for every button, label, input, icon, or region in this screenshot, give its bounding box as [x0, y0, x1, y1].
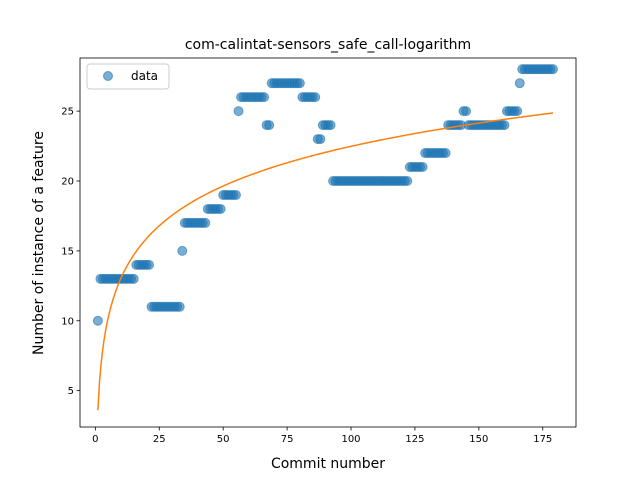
y-tick-label: 25 — [61, 107, 74, 118]
x-tick-label: 0 — [92, 434, 98, 445]
y-tick-label: 10 — [61, 316, 74, 327]
x-tick-label: 150 — [469, 434, 488, 445]
y-tick-label: 5 — [68, 386, 74, 397]
data-point — [402, 176, 413, 186]
data-point — [264, 120, 275, 131]
data-point — [177, 245, 188, 256]
data-point — [310, 92, 321, 103]
legend-marker-data — [103, 71, 113, 81]
plot-frame — [79, 57, 577, 428]
data-point — [92, 315, 103, 326]
x-tick-label: 75 — [281, 434, 294, 445]
data-point — [144, 259, 155, 270]
y-tick-label: 20 — [61, 177, 74, 188]
data-point — [294, 78, 305, 89]
data-point — [417, 162, 428, 173]
data-point — [259, 92, 270, 103]
x-tick-label: 125 — [405, 434, 424, 445]
data-point — [233, 106, 244, 117]
x-axis: 0 25 50 75 100 125 150 175 — [92, 427, 552, 445]
legend-box — [86, 63, 170, 90]
legend-label-data: data — [131, 69, 158, 83]
x-tick-label: 50 — [217, 434, 230, 445]
x-tick-label: 100 — [341, 434, 360, 445]
data-point — [174, 301, 185, 312]
fit-line — [97, 112, 554, 411]
data-point — [514, 78, 525, 89]
y-axis: 5 10 15 20 25 — [61, 107, 80, 397]
plot-area — [92, 64, 558, 411]
data-point — [215, 203, 226, 214]
data-point — [440, 148, 451, 159]
data-point — [461, 106, 472, 117]
x-tick-label: 175 — [533, 434, 552, 445]
data-point — [230, 189, 241, 200]
data-point — [547, 64, 558, 75]
data-point — [499, 120, 510, 131]
data-point — [315, 134, 326, 145]
data-point — [325, 120, 336, 131]
chart-title: com-calintat-sensors_safe_call-logarithm — [185, 37, 471, 53]
y-axis-label: Number of instance of a feature — [31, 131, 47, 355]
x-axis-label: Commit number — [271, 456, 385, 472]
data-point — [512, 106, 523, 117]
x-tick-label: 25 — [153, 434, 166, 445]
data-point — [200, 217, 211, 228]
legend: data — [86, 63, 170, 90]
data-point — [128, 273, 139, 284]
y-tick-label: 15 — [61, 246, 74, 257]
